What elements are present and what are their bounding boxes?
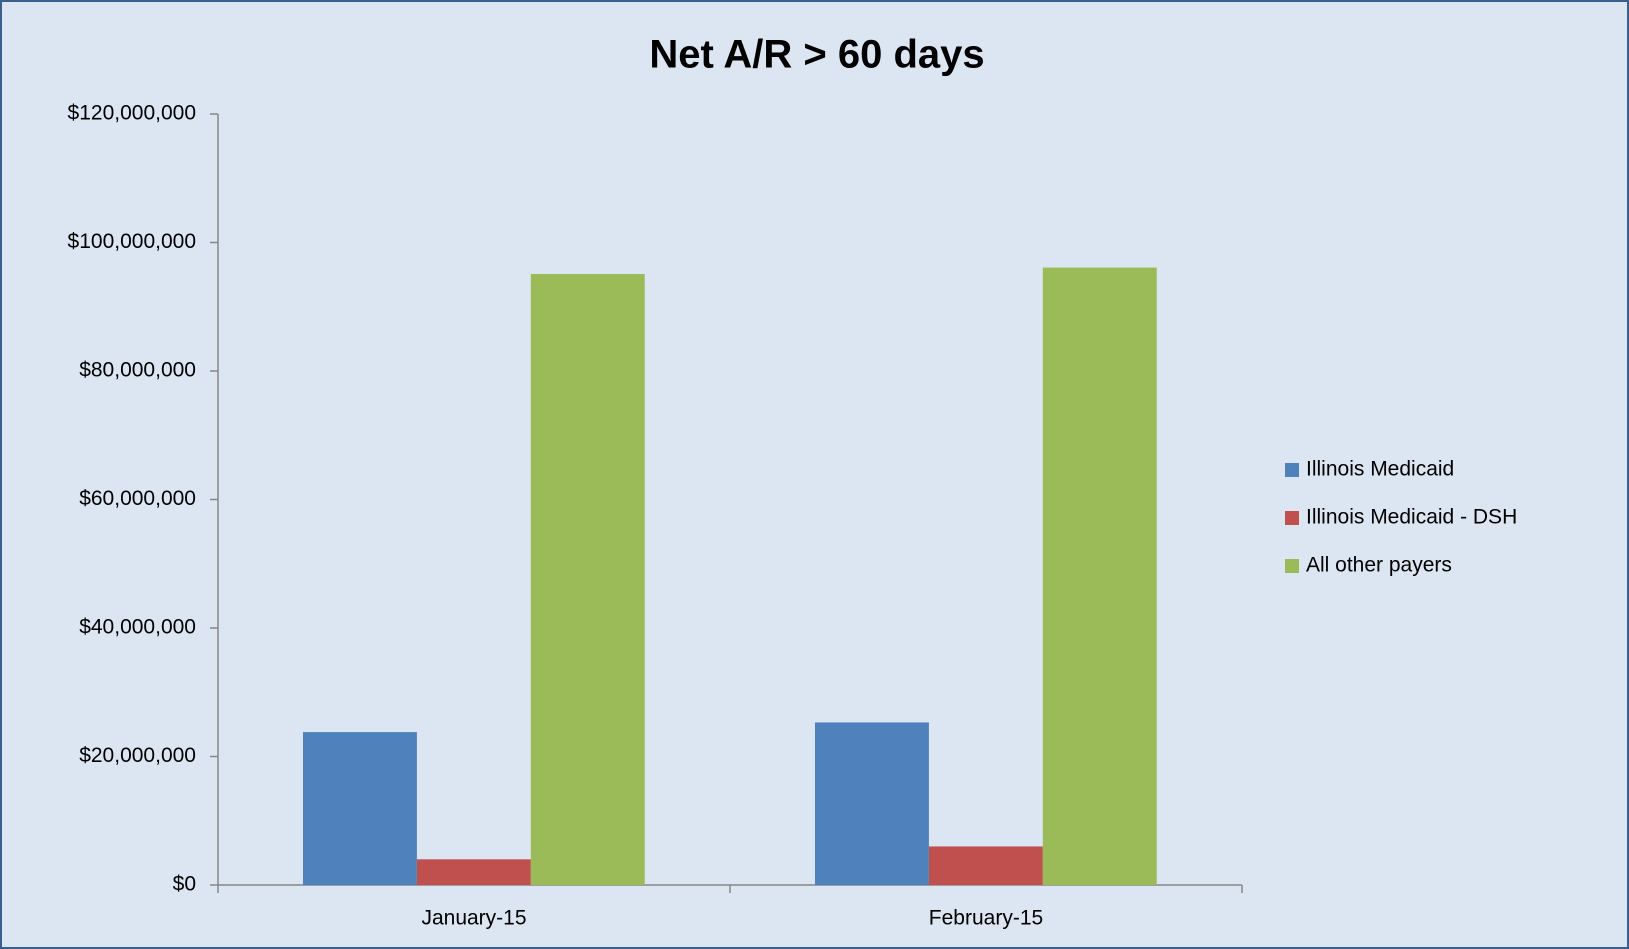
x-tick-label: January-15 [421,907,526,930]
legend-swatch [1285,463,1299,477]
chart-title: Net A/R > 60 days [649,33,984,77]
bar [416,859,531,885]
bar [530,273,645,885]
legend-label: All other payers [1306,554,1452,577]
y-tick-label: $120,000,000 [68,102,196,125]
legend-label: Illinois Medicaid [1306,458,1454,481]
bar [814,722,929,885]
y-tick-label: $0 [173,873,196,896]
y-tick-label: $100,000,000 [68,230,196,253]
bar [302,732,417,885]
y-tick-label: $60,000,000 [79,487,196,510]
legend-label: Illinois Medicaid - DSH [1306,506,1517,529]
y-tick-label: $40,000,000 [79,616,196,639]
y-tick-label: $20,000,000 [79,744,196,767]
x-tick-label: February-15 [929,907,1043,930]
legend-swatch [1285,559,1299,573]
y-tick-label: $80,000,000 [79,359,196,382]
legend-swatch [1285,511,1299,525]
bar [928,846,1043,885]
bar [1042,267,1157,885]
